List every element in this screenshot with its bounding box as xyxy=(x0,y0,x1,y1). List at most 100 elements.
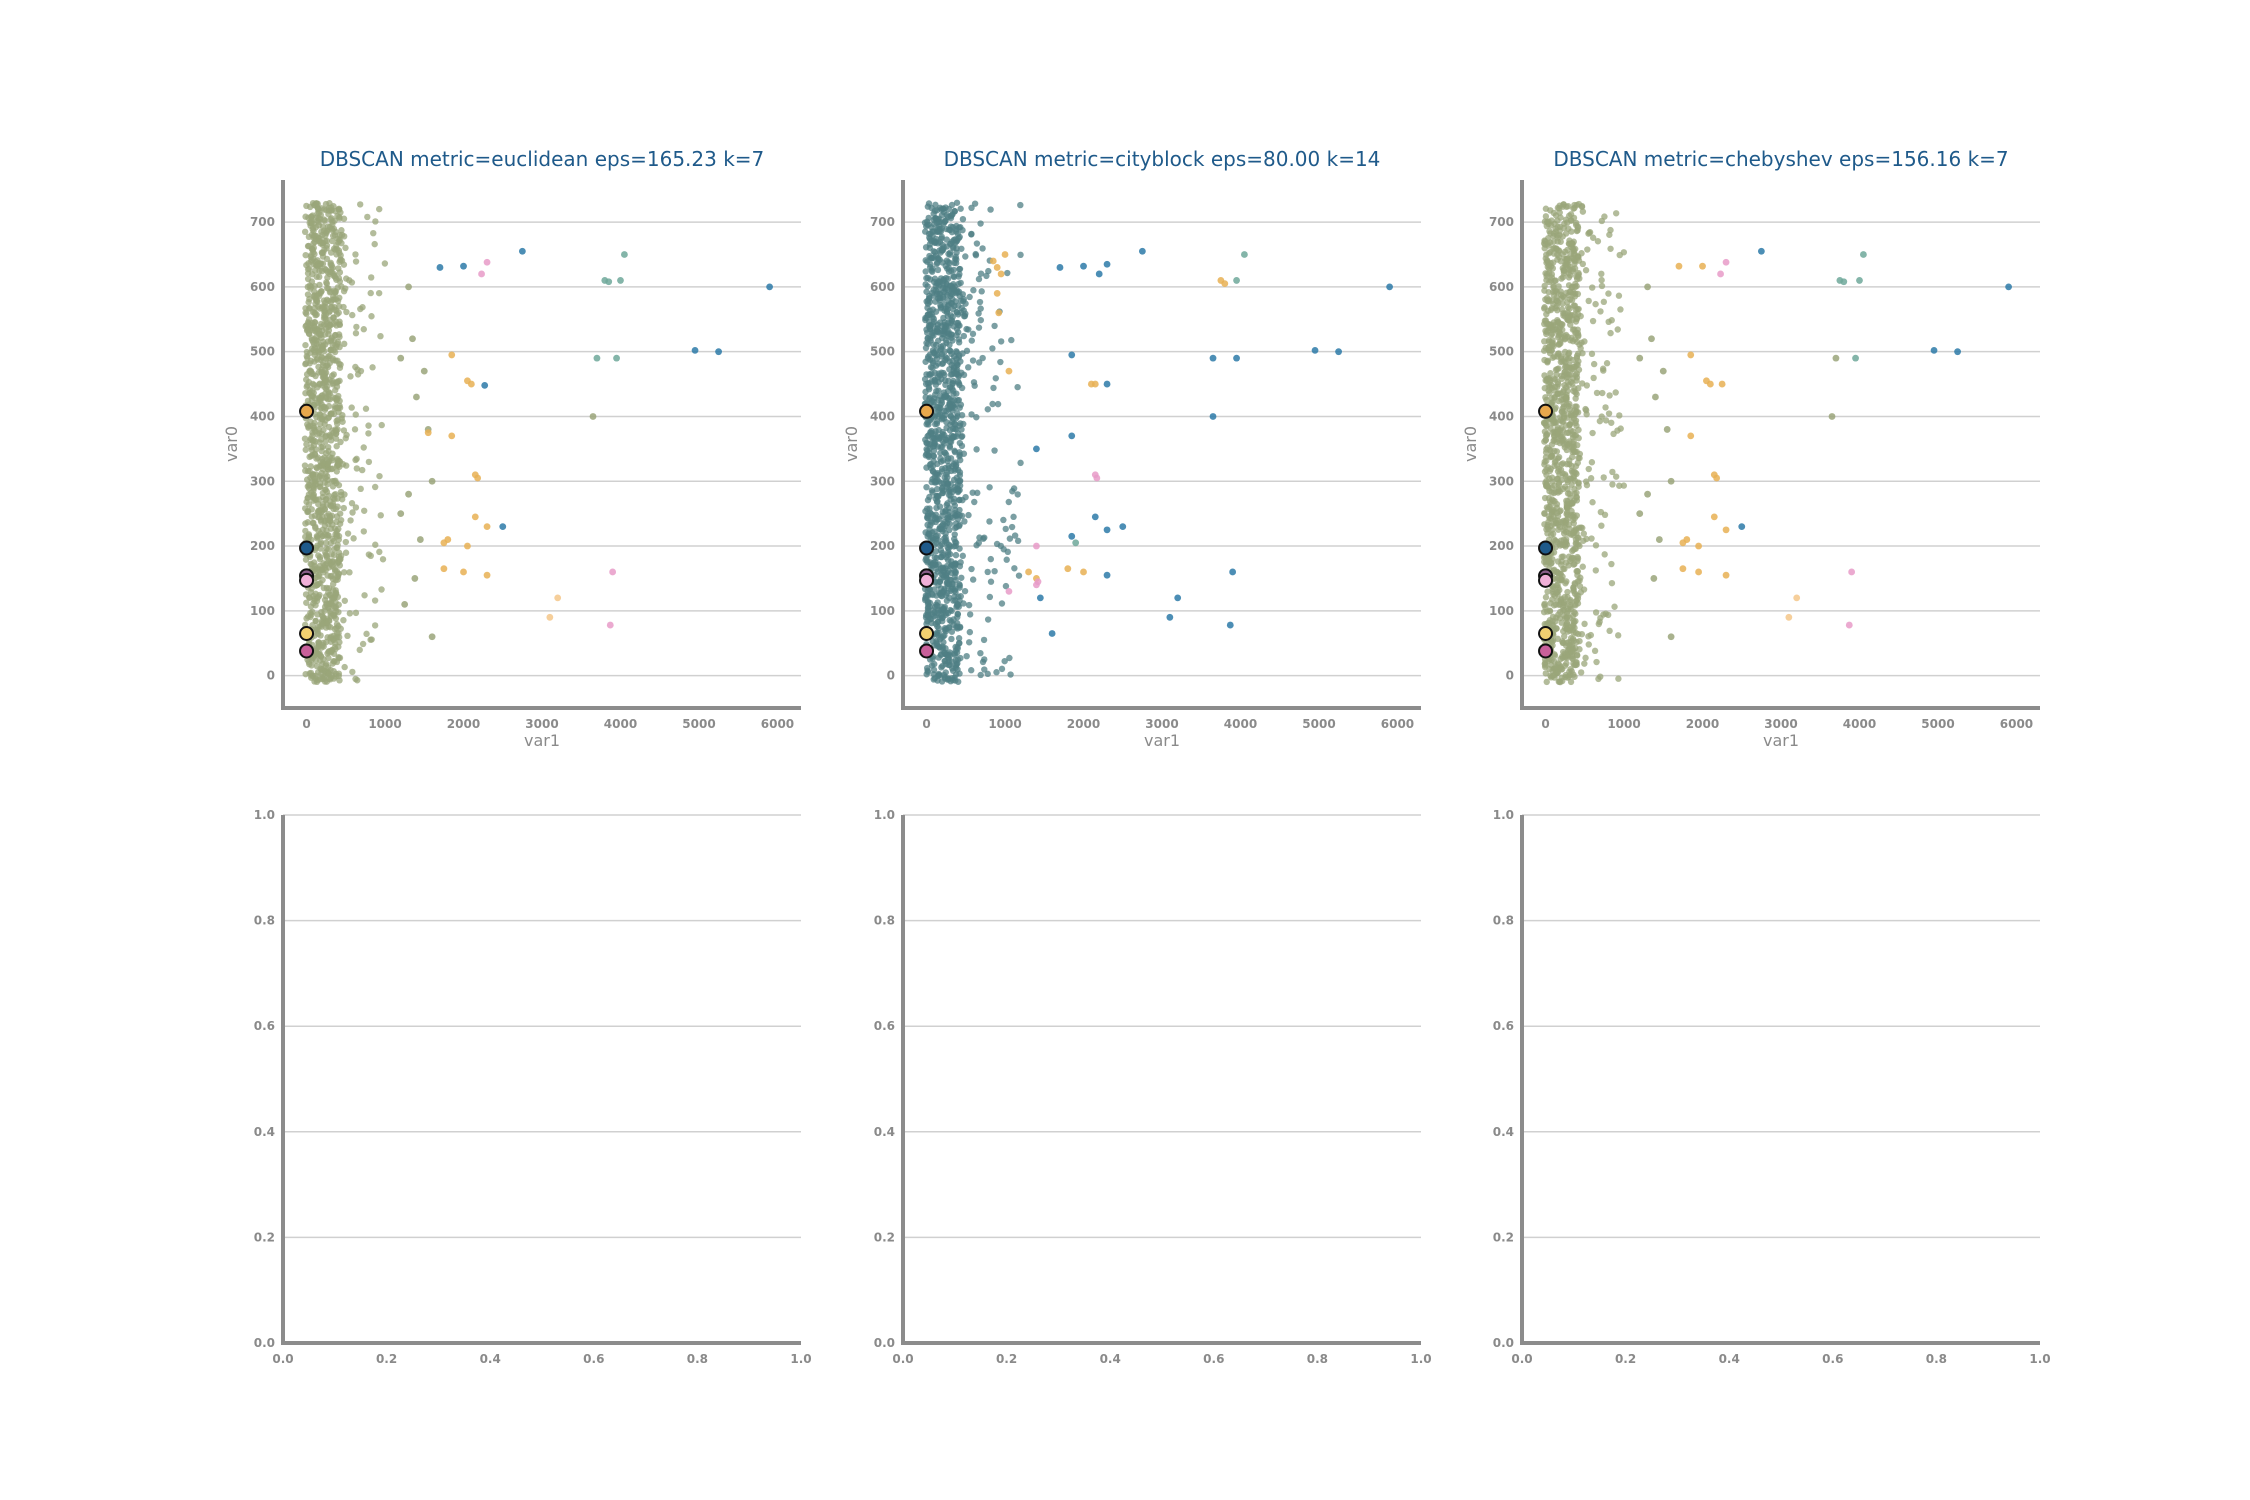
spread-point xyxy=(956,482,964,489)
dense-point xyxy=(1567,678,1575,686)
dense-point xyxy=(1541,509,1548,517)
x-tick-label: 5000 xyxy=(1921,717,1954,731)
series-0-point-5 xyxy=(1068,351,1076,359)
spread-point xyxy=(956,456,964,464)
dense-point xyxy=(320,426,327,434)
spread-point xyxy=(957,401,965,408)
y-axis-label: var0 xyxy=(1461,426,1480,462)
dense-point xyxy=(1540,240,1548,247)
centroid-marker-3 xyxy=(299,572,315,588)
dense-point xyxy=(1549,588,1557,596)
series-0-point-10 xyxy=(1335,348,1342,356)
dense-point xyxy=(308,611,315,618)
spread-point xyxy=(958,574,965,581)
spread-point xyxy=(352,258,360,265)
spread-point xyxy=(338,491,345,499)
series-0-point-4 xyxy=(413,393,420,401)
dense-point xyxy=(1564,588,1571,596)
dense-point xyxy=(316,562,324,570)
dense-point xyxy=(953,433,960,440)
spread-point xyxy=(1617,306,1624,313)
spread-point xyxy=(344,632,351,640)
spread-point xyxy=(357,305,364,313)
dense-point xyxy=(931,586,938,593)
dense-point xyxy=(1561,382,1568,389)
spread-point xyxy=(1597,308,1604,315)
dense-point xyxy=(923,288,930,295)
spread-point xyxy=(1575,534,1582,541)
spread-point xyxy=(1594,238,1602,245)
dense-point xyxy=(326,433,334,441)
spread-point xyxy=(336,397,343,405)
spread-point xyxy=(349,311,356,319)
spread-point xyxy=(968,337,975,344)
spread-point xyxy=(346,569,353,576)
dense-point xyxy=(924,311,932,318)
spread-point xyxy=(1579,350,1586,357)
spread-point xyxy=(1614,326,1621,333)
spread-point xyxy=(987,206,994,213)
dense-point xyxy=(950,363,958,370)
dense-point xyxy=(950,272,957,280)
dense-point xyxy=(1541,338,1548,345)
spread-point xyxy=(966,611,974,618)
spread-point xyxy=(340,215,348,222)
series-2-point-0 xyxy=(989,257,997,265)
dense-point xyxy=(1542,327,1549,335)
series-2-point-6 xyxy=(1005,367,1013,375)
spread-point xyxy=(1616,412,1623,419)
y-tick-label: 1.0 xyxy=(1493,808,1514,822)
series-0-point-2 xyxy=(1095,270,1103,278)
dense-point xyxy=(944,286,951,293)
spread-point xyxy=(1007,671,1014,678)
spread-point xyxy=(956,233,963,241)
spread-point xyxy=(365,551,373,558)
dense-point xyxy=(938,678,946,685)
spread-point xyxy=(1589,234,1597,241)
spread-point xyxy=(965,326,972,333)
spread-point xyxy=(993,669,1000,676)
spread-point xyxy=(984,406,991,413)
dense-point xyxy=(1563,203,1570,210)
spread-point xyxy=(369,364,376,371)
dense-point xyxy=(310,485,318,492)
spread-point xyxy=(340,427,348,434)
spread-point xyxy=(956,451,963,458)
spread-point xyxy=(956,469,964,476)
dense-point xyxy=(933,630,940,638)
dense-point xyxy=(929,357,936,365)
spread-point xyxy=(354,371,362,378)
dense-point xyxy=(948,432,955,440)
series-1-point-2 xyxy=(518,247,526,255)
dense-point xyxy=(934,618,942,626)
spread-point xyxy=(1011,565,1018,572)
spread-point xyxy=(957,358,964,365)
dense-point xyxy=(1554,379,1561,386)
series-3-point-8 xyxy=(440,539,448,547)
spread-point xyxy=(969,357,977,364)
y-tick-label: 0.2 xyxy=(874,1230,895,1244)
series-0-point-3 xyxy=(420,367,428,375)
series-0-point-16 xyxy=(1119,523,1127,531)
dense-point xyxy=(1542,662,1549,669)
series-0-point-11 xyxy=(1386,283,1394,291)
y-tick-label: 0.0 xyxy=(254,1336,275,1350)
spread-point xyxy=(1589,499,1596,506)
y-tick-label: 0.4 xyxy=(874,1125,895,1139)
dense-point xyxy=(324,414,332,422)
dense-point xyxy=(935,434,942,442)
dense-point xyxy=(1571,326,1578,333)
spread-point xyxy=(1578,630,1586,638)
centroid-marker-4 xyxy=(299,625,315,641)
dense-point xyxy=(1565,403,1572,410)
dense-point xyxy=(1567,371,1574,378)
series-2-point-2 xyxy=(617,277,624,284)
x-tick-label: 0.8 xyxy=(687,1352,708,1366)
spread-point xyxy=(998,600,1006,607)
spread-point xyxy=(1591,647,1599,655)
spread-point xyxy=(340,287,348,295)
spread-point xyxy=(1614,632,1622,639)
dense-point xyxy=(313,568,320,575)
subplot-1: 0 1000 2000 3000 4000 5000 6000 0 100 200 300 400 50… xyxy=(222,147,801,750)
dense-point xyxy=(1558,408,1565,415)
